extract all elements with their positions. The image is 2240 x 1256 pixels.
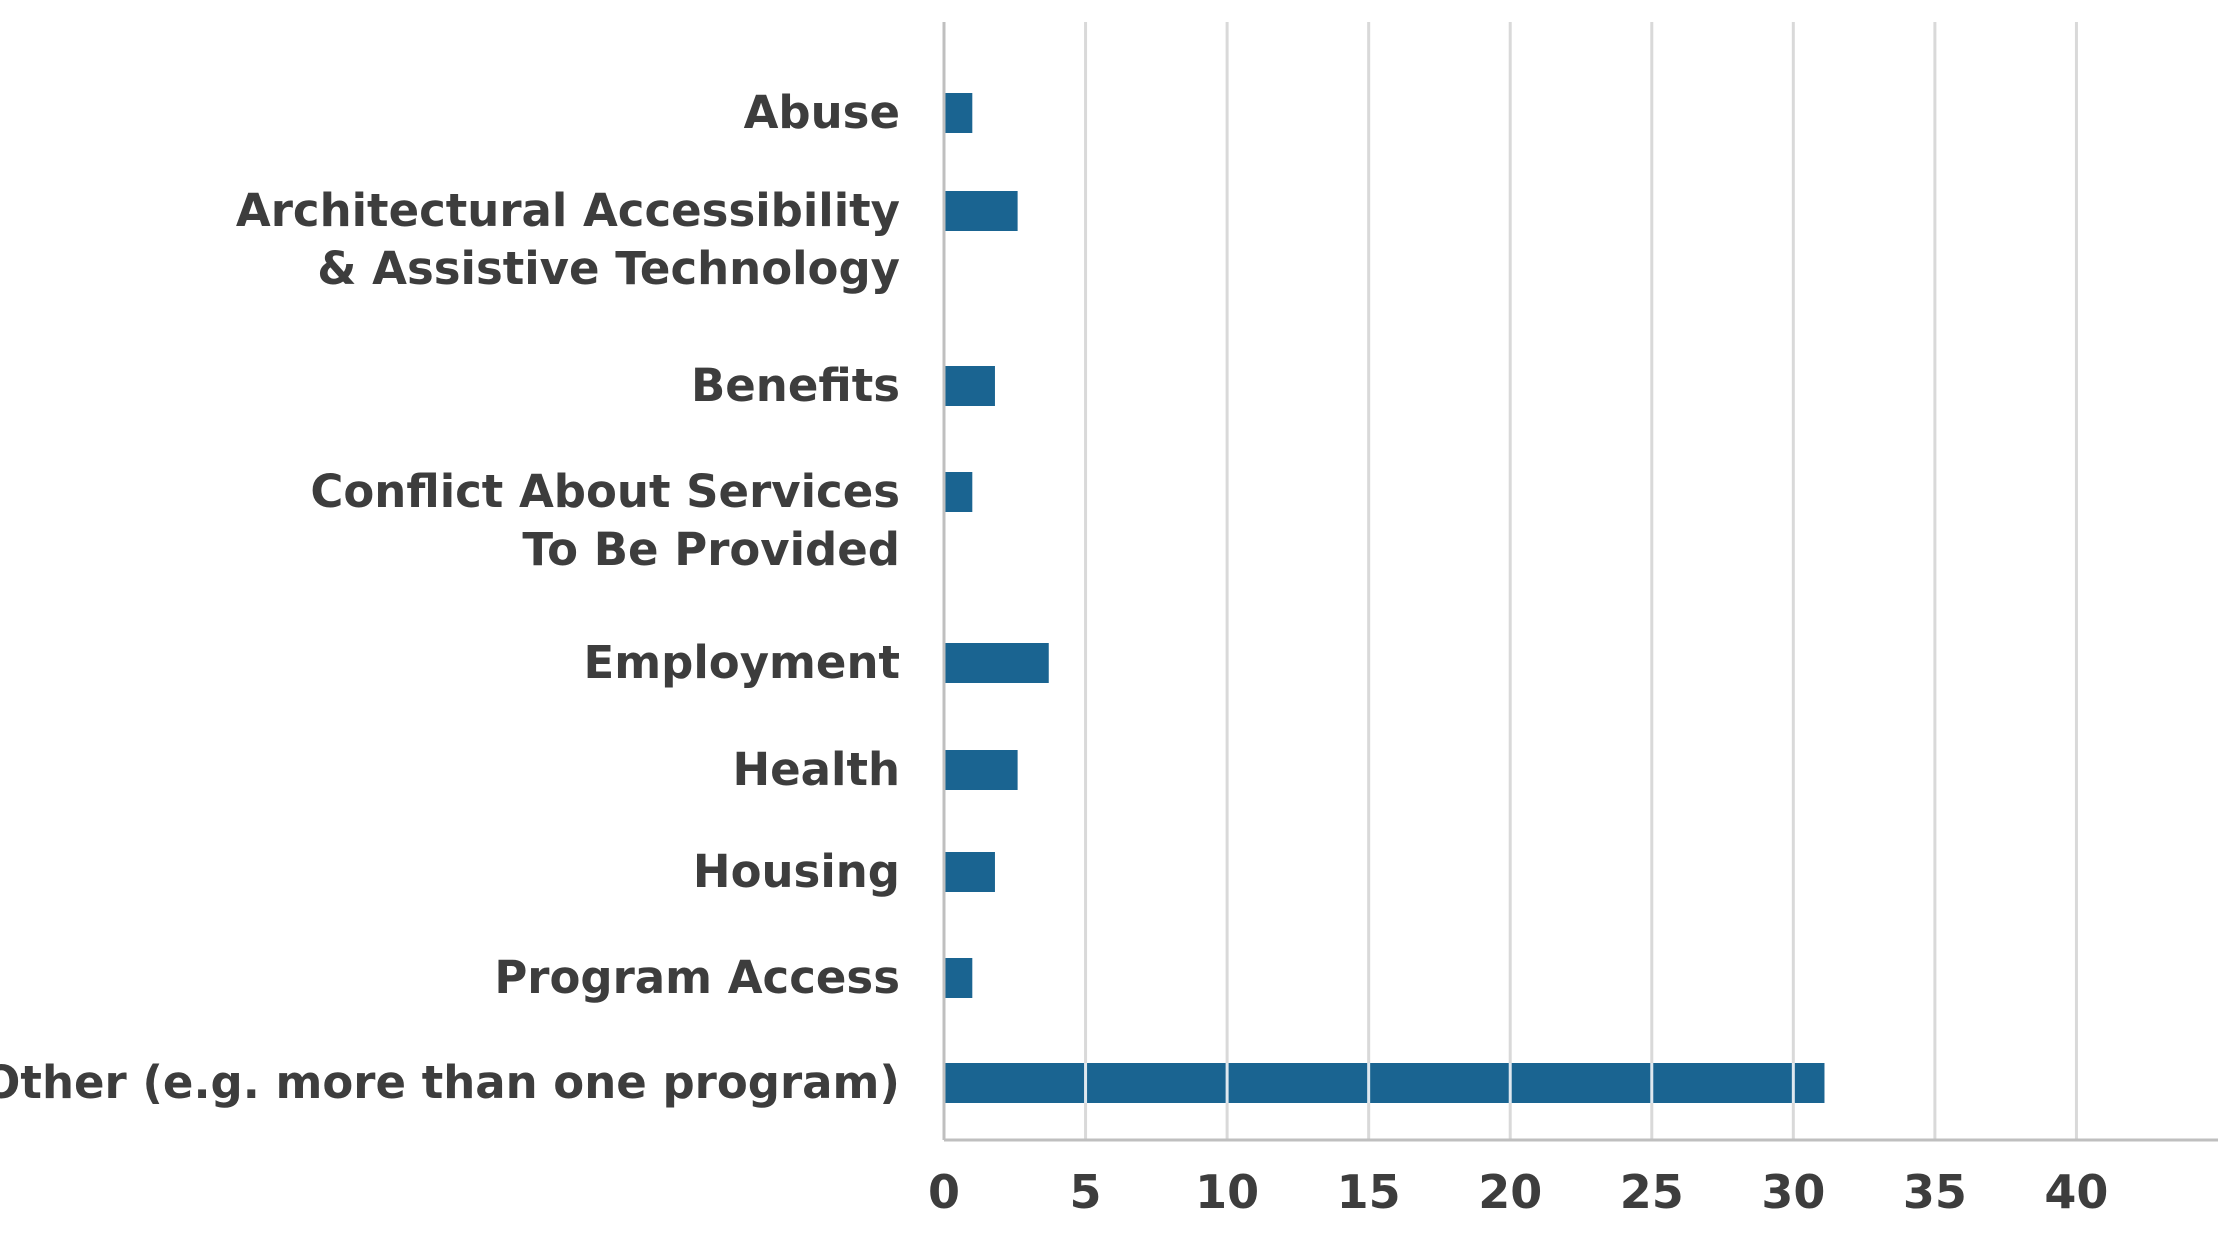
- bar-0: [944, 93, 973, 133]
- category-label-2-line-0: Benefits: [691, 359, 900, 412]
- category-label-5-line-0: Health: [732, 743, 900, 796]
- x-tick-label-5: 5: [1070, 1165, 1102, 1219]
- x-tick-label-15: 15: [1337, 1165, 1401, 1219]
- bar-1: [944, 191, 1018, 231]
- bar-4: [944, 643, 1049, 683]
- category-label-6: Housing: [693, 845, 900, 898]
- category-label-4: Employment: [584, 636, 900, 689]
- bar-6: [944, 852, 995, 892]
- category-label-0: Abuse: [744, 86, 900, 139]
- category-label-1: Architectural Accessibility & Assistive T…: [236, 184, 900, 295]
- category-labels: Abuse Architectural Accessibility & Assist…: [0, 86, 900, 1109]
- category-label-3-line-0: Conflict About Services: [310, 465, 900, 518]
- x-tick-label-35: 35: [1903, 1165, 1967, 1219]
- category-label-1-line-1: & Assistive Technology: [317, 242, 900, 295]
- x-axis: 0 5 10 15 20 25 30 35 40: [928, 22, 2218, 1219]
- category-label-4-line-0: Employment: [584, 636, 900, 689]
- category-label-6-line-0: Housing: [693, 845, 900, 898]
- bar-3: [944, 472, 973, 512]
- x-tick-label-0: 0: [928, 1165, 960, 1219]
- bar-7: [944, 958, 973, 998]
- category-label-5: Health: [732, 743, 900, 796]
- x-tick-label-25: 25: [1620, 1165, 1684, 1219]
- category-label-3-line-1: To Be Provided: [522, 523, 900, 576]
- category-label-1-line-0: Architectural Accessibility: [236, 184, 900, 237]
- bars: [944, 93, 1825, 1103]
- bar-5: [944, 750, 1018, 790]
- category-label-8-line-0: Other (e.g. more than one program): [0, 1056, 900, 1109]
- x-tick-label-30: 30: [1761, 1165, 1825, 1219]
- category-label-7-line-0: Program Access: [494, 951, 900, 1004]
- gridlines: [1084, 22, 2078, 1140]
- bar-2: [944, 366, 995, 406]
- x-tick-label-40: 40: [2044, 1165, 2108, 1219]
- x-tick-label-10: 10: [1195, 1165, 1259, 1219]
- category-label-7: Program Access: [494, 951, 900, 1004]
- x-tick-label-20: 20: [1478, 1165, 1542, 1219]
- bar-8: [944, 1063, 1825, 1103]
- category-label-0-line-0: Abuse: [744, 86, 900, 139]
- category-label-3: Conflict About Services To Be Provided: [310, 465, 900, 576]
- category-label-2: Benefits: [691, 359, 900, 412]
- category-label-8: Other (e.g. more than one program): [0, 1056, 900, 1109]
